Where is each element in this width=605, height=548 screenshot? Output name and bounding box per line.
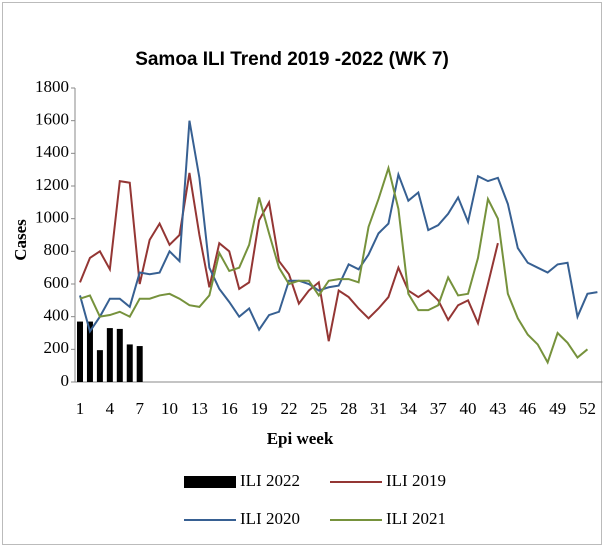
x-tick-label: 37 [430, 399, 448, 418]
line [79, 164, 589, 365]
y-axis-label: Cases [11, 219, 30, 261]
bar [136, 346, 143, 382]
x-tick-label: 49 [549, 399, 566, 418]
legend-label: ILI 2019 [386, 471, 446, 490]
bar [106, 328, 113, 382]
x-tick-label: 25 [310, 399, 327, 418]
y-tick-label: 1200 [35, 175, 69, 194]
y-tick-label: 1000 [35, 208, 69, 227]
bar [116, 328, 123, 382]
bar [96, 350, 103, 382]
bar [126, 344, 133, 382]
x-tick-label: 4 [106, 399, 115, 418]
y-tick-label: 200 [44, 338, 70, 357]
x-tick-label: 13 [191, 399, 208, 418]
x-tick-label: 46 [519, 399, 536, 418]
x-tick-label: 43 [489, 399, 506, 418]
y-tick-label: 800 [44, 240, 70, 259]
legend-label: ILI 2022 [240, 471, 300, 490]
x-tick-label: 10 [161, 399, 178, 418]
x-tick-label: 19 [251, 399, 268, 418]
x-tick-label: 28 [340, 399, 357, 418]
y-tick-label: 1600 [35, 110, 69, 129]
line [79, 120, 598, 334]
y-tick-label: 1800 [35, 77, 69, 96]
line [79, 172, 499, 342]
y-tick-label: 0 [61, 371, 70, 390]
x-axis-label: Epi week [267, 429, 334, 448]
legend-label: ILI 2021 [386, 509, 446, 528]
x-tick-label: 1 [76, 399, 85, 418]
legend-swatch [184, 476, 236, 488]
legend-label: ILI 2020 [240, 509, 300, 528]
y-tick-label: 400 [44, 306, 70, 325]
x-tick-label: 40 [460, 399, 477, 418]
y-tick-label: 1400 [35, 142, 69, 161]
bar [86, 321, 93, 382]
x-tick-label: 31 [370, 399, 387, 418]
y-tick-label: 600 [44, 273, 70, 292]
chart-title: Samoa ILI Trend 2019 -2022 (WK 7) [135, 49, 449, 70]
x-tick-label: 34 [400, 399, 418, 418]
bar [77, 321, 83, 382]
x-tick-label: 52 [579, 399, 596, 418]
x-tick-label: 22 [280, 399, 297, 418]
x-tick-label: 16 [221, 399, 238, 418]
x-tick-label: 7 [135, 399, 144, 418]
